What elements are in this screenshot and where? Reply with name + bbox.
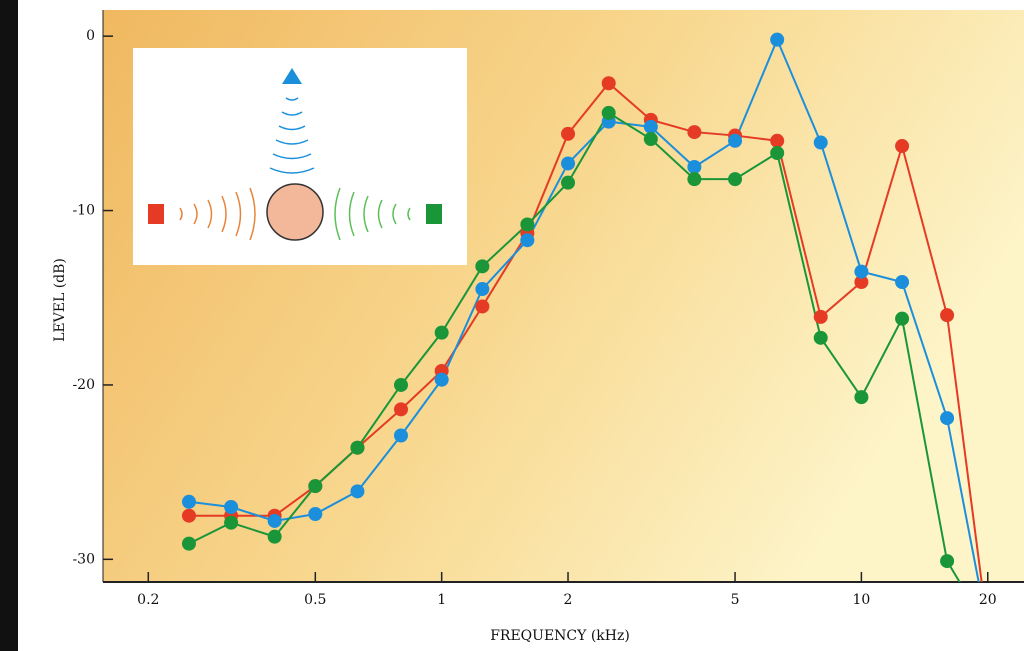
data-point (435, 326, 449, 340)
data-point (394, 378, 408, 392)
data-point (814, 310, 828, 324)
x-tick-label: 5 (731, 592, 740, 608)
x-tick-label: 10 (852, 592, 870, 608)
right-speaker (426, 204, 442, 224)
data-point (644, 132, 658, 146)
data-point (561, 156, 575, 170)
x-tick-label: 1 (437, 592, 446, 608)
data-point (308, 479, 322, 493)
data-point (435, 373, 449, 387)
data-point (770, 146, 784, 160)
data-point (224, 516, 238, 530)
data-point (224, 500, 238, 514)
chart: LEVEL (dB) FREQUENCY (kHz) 0 -10 -20 -30 0.2… (0, 0, 1024, 651)
data-point (475, 282, 489, 296)
x-tick-label: 0.2 (137, 592, 159, 608)
data-point (475, 259, 489, 273)
data-point (687, 172, 701, 186)
y-tick-label: -30 (72, 551, 95, 567)
data-point (350, 484, 364, 498)
data-point (182, 537, 196, 551)
data-point (895, 275, 909, 289)
data-point (520, 233, 534, 247)
data-point (854, 390, 868, 404)
data-point (814, 136, 828, 150)
y-tick-label: -20 (72, 377, 95, 393)
data-point (602, 76, 616, 90)
data-point (561, 127, 575, 141)
data-point (268, 514, 282, 528)
data-point (475, 299, 489, 313)
data-point (394, 429, 408, 443)
data-point (687, 125, 701, 139)
data-point (394, 402, 408, 416)
data-point (770, 33, 784, 47)
data-point (350, 441, 364, 455)
data-point (182, 495, 196, 509)
data-point (268, 530, 282, 544)
y-tick-label: -10 (72, 203, 95, 219)
x-tick-label: 2 (564, 592, 573, 608)
left-speaker (148, 204, 164, 224)
data-point (854, 265, 868, 279)
data-point (182, 509, 196, 523)
data-point (940, 554, 954, 568)
data-point (561, 176, 575, 190)
y-tick-label: 0 (86, 28, 95, 44)
data-point (728, 134, 742, 148)
data-point (687, 160, 701, 174)
x-tick-label: 20 (979, 592, 997, 608)
data-point (940, 308, 954, 322)
data-point (770, 134, 784, 148)
data-point (814, 331, 828, 345)
data-point (308, 507, 322, 521)
data-point (602, 106, 616, 120)
head (267, 184, 323, 240)
inset-illustration (133, 48, 467, 265)
data-point (895, 312, 909, 326)
x-axis-label: FREQUENCY (kHz) (490, 628, 630, 644)
data-point (728, 172, 742, 186)
x-tick-label: 0.5 (304, 592, 326, 608)
data-point (644, 120, 658, 134)
left-strip (0, 0, 18, 651)
data-point (895, 139, 909, 153)
data-point (940, 411, 954, 425)
data-point (520, 218, 534, 232)
y-axis-label: LEVEL (dB) (52, 258, 68, 342)
